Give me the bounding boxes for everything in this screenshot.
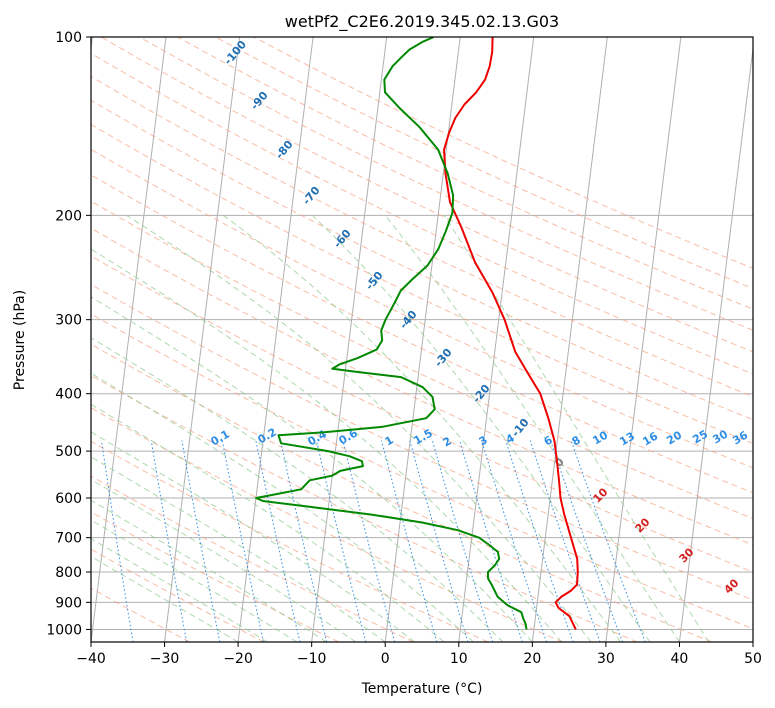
moist-adiabat — [443, 215, 710, 642]
x-tick-label: −40 — [76, 651, 106, 667]
moist-adiabat — [91, 431, 415, 642]
y-tick-label: 300 — [55, 313, 82, 329]
x-tick-label: 0 — [381, 651, 390, 667]
y-tick-label: 800 — [55, 565, 82, 581]
plot-background — [91, 37, 753, 642]
chart-title: wetPf2_C2E6.2019.345.02.13.G03 — [285, 12, 559, 32]
x-tick-label: 50 — [744, 651, 762, 667]
dry-adiabat — [91, 227, 753, 546]
x-tick-label: −10 — [297, 651, 327, 667]
dry-adiabat — [91, 440, 489, 642]
isotherm-line — [164, 37, 241, 642]
moist-adiabat — [91, 372, 474, 642]
profile-lines — [255, 37, 579, 630]
moist-adiabat — [311, 214, 651, 642]
dry-adiabat — [91, 343, 712, 642]
moist-adiabat — [91, 538, 268, 642]
dry-adiabat — [177, 37, 753, 310]
y-tick-label: 500 — [55, 444, 82, 460]
dry-adiabat — [91, 548, 265, 642]
x-axis: −40 −30 −20 −10 0 10 20 30 40 50 — [76, 642, 762, 667]
dry-adiabat — [91, 313, 753, 630]
moist-adiabat — [91, 337, 504, 642]
mixing-ratio-line — [570, 440, 646, 642]
y-tick-label: 600 — [55, 491, 82, 507]
x-tick-label: −20 — [223, 651, 253, 667]
temperature-profile-line — [443, 37, 579, 630]
y-tick-label: 200 — [55, 208, 82, 224]
mixing-ratio-line — [280, 440, 328, 642]
isotherm-line — [91, 37, 167, 642]
plot-frame — [90, 36, 754, 643]
dry-adiabat — [91, 255, 753, 573]
moist-adiabat — [91, 555, 239, 642]
dry-adiabat — [91, 407, 563, 642]
x-tick-label: −30 — [150, 651, 180, 667]
dry-adiabat — [91, 52, 753, 375]
mixing-ratio-line — [181, 440, 221, 642]
moist-adiabat — [91, 478, 357, 642]
mixing-ratio-line — [101, 440, 134, 642]
dry-adiabat — [91, 374, 638, 642]
dry-adiabat — [91, 124, 753, 445]
mixing-ratio-line — [255, 440, 301, 642]
dry-adiabat — [91, 511, 340, 642]
moist-adiabat — [91, 519, 298, 642]
x-tick-label: 30 — [597, 651, 615, 667]
isotherm-line — [752, 637, 753, 642]
x-tick-label: 10 — [450, 651, 468, 667]
mixing-ratio-line — [316, 440, 367, 642]
isotherm-line — [605, 37, 682, 642]
dry-adiabat — [91, 283, 753, 601]
y-axis-label: Pressure (hPa) — [12, 290, 28, 390]
y-tick-label: 700 — [55, 531, 82, 547]
isotherm-line — [91, 37, 93, 53]
mixing-ratio-line — [150, 440, 188, 642]
mixing-ratio-line — [221, 440, 264, 642]
x-axis-label: Temperature (°C) — [361, 681, 483, 697]
dry-adiabat — [91, 475, 414, 642]
y-tick-label: 1000 — [46, 622, 82, 638]
moist-adiabat — [384, 214, 680, 642]
x-tick-label: 40 — [671, 651, 689, 667]
dry-adiabat — [101, 37, 753, 353]
moist-adiabat — [222, 214, 621, 642]
mixing-ratio-line — [381, 440, 438, 642]
y-axis: 100 200 300 400 500 600 700 800 900 1000 — [46, 30, 91, 638]
moist-adiabat — [91, 248, 563, 642]
dry-adiabat — [215, 37, 753, 290]
y-tick-label: 400 — [55, 387, 82, 403]
moist-adiabat — [91, 456, 386, 642]
moist-adiabat — [91, 296, 533, 642]
y-tick-label: 100 — [55, 30, 82, 46]
y-tick-label: 900 — [55, 595, 82, 611]
mixing-ratio-line — [529, 440, 601, 642]
mixing-ratio-line — [432, 440, 494, 642]
x-tick-label: 20 — [523, 651, 541, 667]
dry-adiabat — [91, 200, 753, 520]
mixing-ratio-line — [550, 440, 624, 642]
mixing-ratio-line — [342, 440, 396, 642]
isotherm-line — [678, 44, 753, 642]
dewpoint-profile-line — [255, 37, 528, 630]
background-lines — [91, 37, 753, 642]
mixing-ratio-line — [409, 440, 469, 642]
isotherm-line — [237, 37, 314, 642]
